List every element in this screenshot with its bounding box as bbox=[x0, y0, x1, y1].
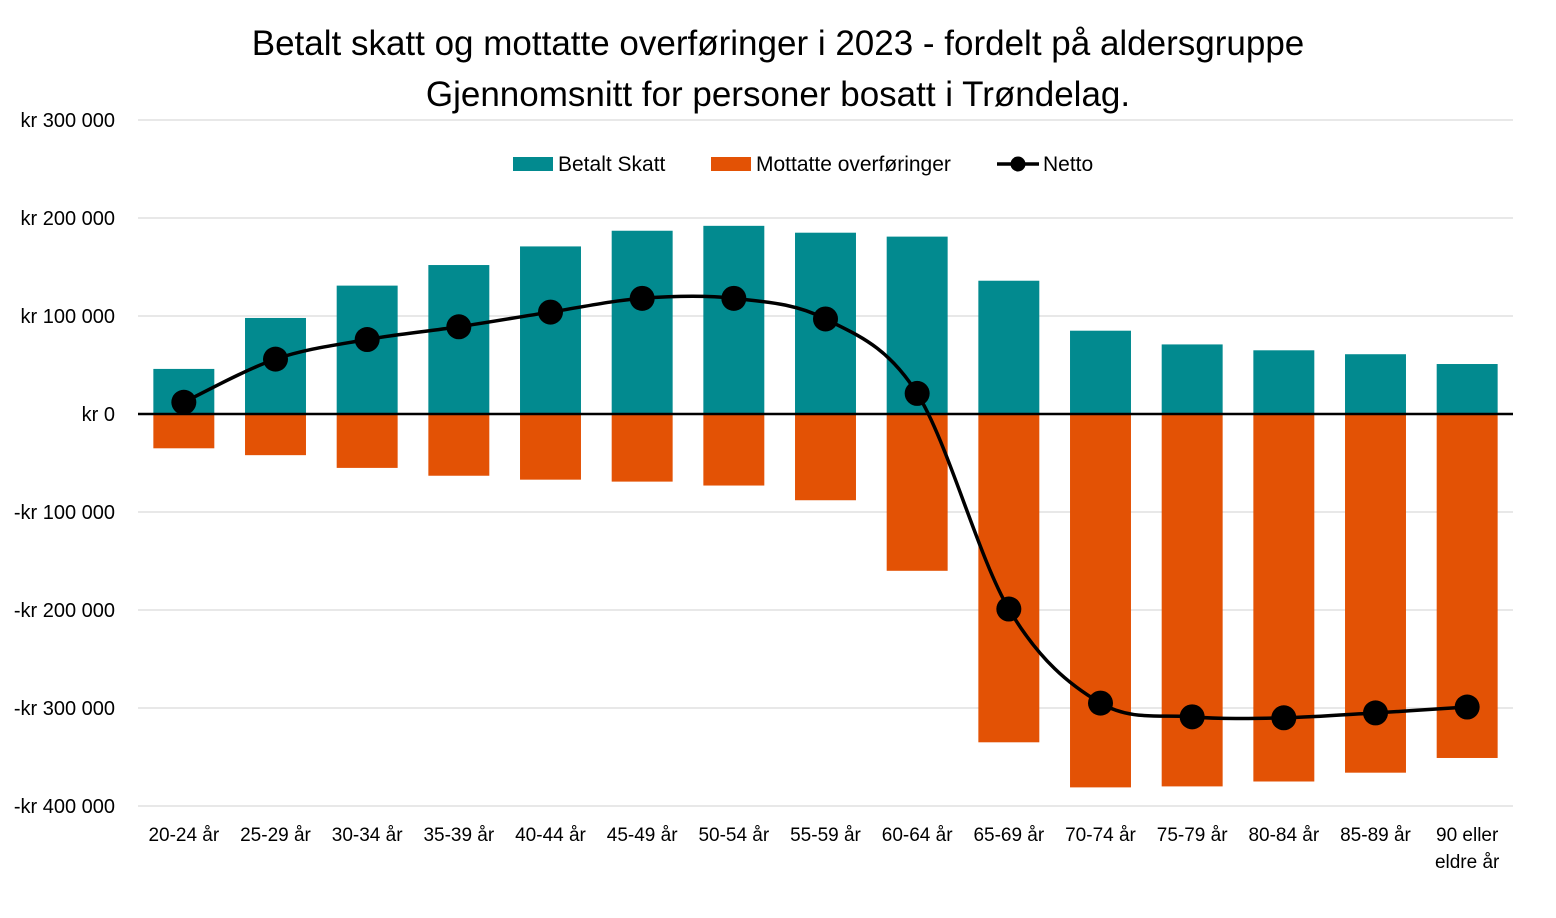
y-tick-label: kr 100 000 bbox=[20, 306, 115, 328]
y-tick-label: -kr 400 000 bbox=[14, 796, 115, 818]
x-tick-label: eldre år bbox=[1435, 852, 1500, 873]
x-tick-label: 20-24 år bbox=[148, 825, 219, 846]
netto-point bbox=[1179, 704, 1205, 730]
legend: Betalt Skatt Mottatte overføringer Netto bbox=[513, 153, 1093, 176]
bar-mottatte-overforinger bbox=[336, 414, 398, 468]
netto-point bbox=[813, 306, 838, 332]
bar-betalt-skatt bbox=[1253, 350, 1315, 414]
bar-betalt-skatt bbox=[1436, 364, 1498, 414]
bar-mottatte-overforinger bbox=[795, 414, 856, 501]
x-tick-label: 75-79 år bbox=[1157, 825, 1228, 846]
x-tick-label: 85-89 år bbox=[1340, 825, 1411, 846]
netto-point bbox=[446, 314, 472, 340]
legend-swatch-mottatte-overforinger bbox=[711, 157, 751, 171]
bars-mottatte-overforinger bbox=[153, 414, 1498, 788]
bar-betalt-skatt bbox=[1070, 330, 1131, 414]
bar-betalt-skatt bbox=[978, 280, 1040, 414]
x-tick-label: 25-29 år bbox=[240, 825, 311, 846]
netto-point bbox=[996, 596, 1022, 622]
x-tick-label: 55-59 år bbox=[790, 825, 861, 846]
bar-betalt-skatt bbox=[1161, 344, 1223, 414]
netto-point bbox=[629, 285, 655, 311]
bar-mottatte-overforinger bbox=[153, 414, 215, 449]
netto-point bbox=[904, 380, 930, 406]
legend-swatch-betalt-skatt bbox=[513, 157, 553, 171]
y-tick-label: kr 200 000 bbox=[20, 208, 115, 230]
bar-betalt-skatt bbox=[428, 265, 490, 414]
netto-point bbox=[1454, 694, 1480, 720]
y-axis-labels: kr 300 000 kr 200 000 kr 100 000 kr 0 -kr 10… bbox=[14, 110, 115, 818]
bar-betalt-skatt bbox=[611, 230, 673, 414]
chart-title: Betalt skatt og mottatte overføringer i … bbox=[252, 24, 1305, 63]
bar-betalt-skatt bbox=[703, 225, 765, 414]
legend-label-betalt-skatt: Betalt Skatt bbox=[558, 153, 666, 176]
x-tick-label: 80-84 år bbox=[1248, 825, 1319, 846]
netto-point bbox=[1088, 690, 1113, 716]
chart-subtitle: Gjennomsnitt for personer bosatt i Trønd… bbox=[426, 75, 1130, 114]
netto-point bbox=[171, 389, 197, 415]
legend-label-netto: Netto bbox=[1043, 153, 1093, 176]
netto-point bbox=[538, 299, 563, 325]
y-tick-label: -kr 300 000 bbox=[14, 698, 115, 720]
x-tick-label: 45-49 år bbox=[607, 825, 678, 846]
bar-mottatte-overforinger bbox=[886, 414, 948, 571]
bar-mottatte-overforinger bbox=[978, 414, 1040, 743]
x-tick-label: 70-74 år bbox=[1065, 825, 1136, 846]
bars-betalt-skatt bbox=[153, 225, 1498, 414]
y-tick-label: kr 0 bbox=[82, 404, 115, 426]
legend-label-mottatte-overforinger: Mottatte overføringer bbox=[756, 153, 951, 176]
bar-betalt-skatt bbox=[1345, 354, 1406, 414]
bar-mottatte-overforinger bbox=[1161, 414, 1223, 787]
x-axis-labels: 20-24 år 25-29 år 30-34 år 35-39 år 40-44 år… bbox=[148, 825, 1500, 873]
x-tick-label: 35-39 år bbox=[423, 825, 494, 846]
bar-mottatte-overforinger bbox=[703, 414, 765, 486]
bar-mottatte-overforinger bbox=[1070, 414, 1131, 788]
bar-mottatte-overforinger bbox=[520, 414, 581, 480]
legend-swatch-netto-marker bbox=[1010, 156, 1026, 172]
bar-mottatte-overforinger bbox=[428, 414, 490, 476]
bar-mottatte-overforinger bbox=[611, 414, 673, 482]
netto-point bbox=[263, 346, 288, 372]
netto-point bbox=[1363, 700, 1388, 726]
x-tick-label: 65-69 år bbox=[973, 825, 1044, 846]
bar-betalt-skatt bbox=[520, 246, 581, 414]
netto-line-series bbox=[171, 285, 1480, 731]
netto-point bbox=[1271, 705, 1297, 731]
y-tick-label: kr 300 000 bbox=[20, 110, 115, 132]
netto-point bbox=[721, 285, 747, 311]
x-tick-label: 60-64 år bbox=[882, 825, 953, 846]
y-tick-label: -kr 200 000 bbox=[14, 600, 115, 622]
netto-point bbox=[354, 327, 380, 353]
x-tick-label: 90 eller bbox=[1436, 825, 1499, 846]
x-tick-label: 50-54 år bbox=[698, 825, 769, 846]
y-tick-label: -kr 100 000 bbox=[14, 502, 115, 524]
x-tick-label: 40-44 år bbox=[515, 825, 586, 846]
x-tick-label: 30-34 år bbox=[332, 825, 403, 846]
bar-mottatte-overforinger bbox=[245, 414, 306, 456]
netto-line bbox=[183, 294, 1468, 721]
